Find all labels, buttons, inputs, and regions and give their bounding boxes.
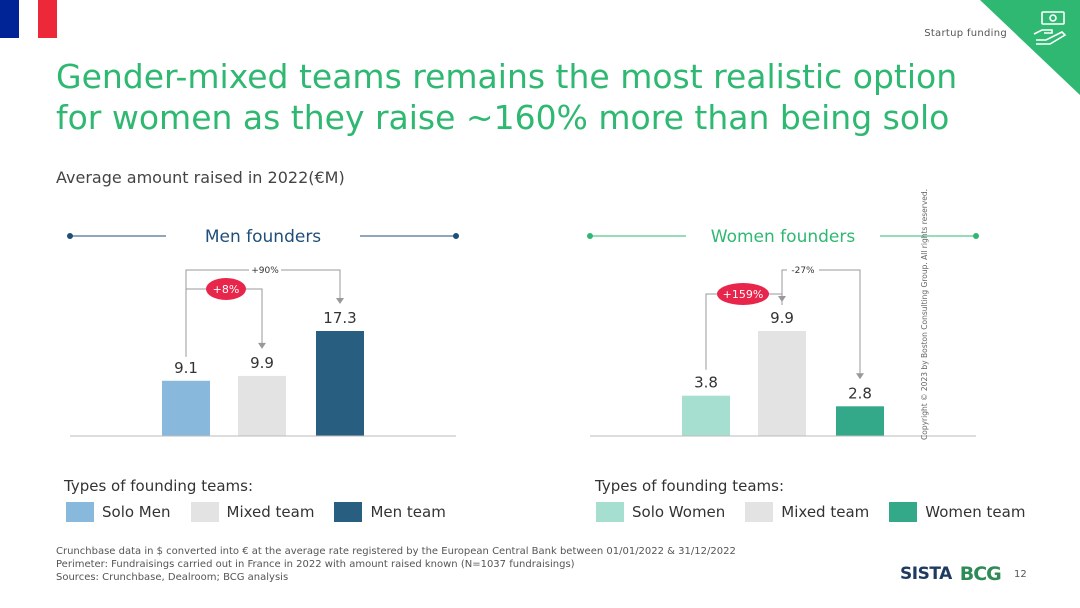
men-legend-label-0: Solo Men [102,503,171,521]
corner-banner [980,0,1080,95]
footnote-perimeter: Perimeter: Fundraisings carried out in F… [56,559,575,570]
page-title: Gender-mixed teams remains the most real… [56,56,1016,138]
women-legend-item-2: Women team [889,502,1025,522]
men-founders-chart: Men founders 9.1 9.9 17.3 +8% +90% [40,215,500,535]
women-value-label-2: 2.8 [848,384,872,402]
men-bracket-0: +8% [185,278,266,357]
men-value-label-0: 9.1 [174,359,198,377]
women-bracket-1: -27% [781,262,864,380]
women-value-label-1: 9.9 [770,309,794,327]
men-legend-item-0: Solo Men [66,502,171,522]
women-founders-chart: Women founders 3.8 9.9 2.8 +159% -27% [560,215,1020,535]
men-bracket-arrow-1 [336,298,344,304]
topic-label: Startup funding [924,28,1007,39]
men-legend-item-2: Men team [334,502,446,522]
men-pct-label-1: +90% [251,266,279,276]
men-bar-2 [316,331,364,436]
women-bar-1 [758,331,806,436]
men-title-dot-left [67,233,73,239]
women-legend-swatch-2 [889,502,918,522]
men-value-label-1: 9.9 [250,354,274,372]
women-legend-title: Types of founding teams: [595,477,785,495]
women-pct-bg-1 [787,262,819,278]
men-chart-title: Men founders [205,227,321,247]
men-value-label-2: 17.3 [323,309,356,327]
women-chart-title: Women founders [711,227,856,247]
page-number: 12 [1014,569,1027,580]
women-legend-label-2: Women team [925,503,1026,521]
chart-subtitle: Average amount raised in 2022(€M) [56,168,345,187]
money-hand-icon [1033,11,1067,45]
title-line-1: Gender-mixed teams remains the most real… [56,57,958,96]
men-legend-label-2: Men team [370,503,446,521]
women-title-dot-right [973,233,979,239]
men-bar-0 [162,380,210,436]
women-badge-0 [717,283,769,305]
women-bar-2 [836,406,884,436]
women-legend-label-0: Solo Women [632,503,726,521]
men-badge-label-0: +8% [213,283,240,296]
men-legend: Solo Men Mixed team Men team [66,502,466,522]
men-legend-swatch-2 [334,502,363,522]
women-legend: Solo Women Mixed team Women team [596,502,1045,522]
men-legend-label-1: Mixed team [226,503,315,521]
sista-logo: SISTA [900,564,952,584]
men-legend-item-1: Mixed team [190,502,315,522]
footnote-sources: Sources: Crunchbase, Dealroom; BCG analy… [56,572,289,583]
men-pct-bg-1 [249,262,281,278]
footnotes: Crunchbase data in $ converted into € at… [56,545,736,584]
women-legend-item-0: Solo Women [596,502,725,522]
men-bracket-1: +90% [185,262,344,357]
women-chart-svg: Women founders 3.8 9.9 2.8 +159% -27% [587,227,979,437]
men-bar-1 [238,375,286,436]
men-title-dot-right [453,233,459,239]
men-legend-swatch-1 [190,502,219,522]
women-badge-label-0: +159% [723,288,764,301]
women-legend-item-1: Mixed team [745,502,869,522]
women-legend-swatch-0 [596,502,624,522]
men-legend-swatch-0 [66,502,94,522]
women-bracket-arrow-1 [856,373,864,380]
women-legend-swatch-1 [745,502,774,522]
men-badge-0 [206,278,246,300]
logos: SISTA BCG [900,563,1002,585]
men-chart-svg: Men founders 9.1 9.9 17.3 +8% +90% [67,227,459,437]
bcg-logo: BCG [959,563,1002,585]
title-line-2: for women as they raise ~160% more than … [56,98,950,137]
men-legend-title: Types of founding teams: [64,477,254,495]
france-flag-icon [0,0,57,38]
women-pct-label-1: -27% [791,266,815,276]
copyright-text: Copyright © 2023 by Boston Consulting Gr… [920,188,929,440]
men-bracket-arrow-0 [258,342,266,349]
women-bracket-line-1 [781,269,861,375]
women-bar-0 [682,395,730,436]
women-title-dot-left [587,233,593,239]
footnote-data-source: Crunchbase data in $ converted into € at… [56,546,736,557]
women-value-label-0: 3.8 [694,374,718,392]
women-legend-label-1: Mixed team [781,503,870,521]
